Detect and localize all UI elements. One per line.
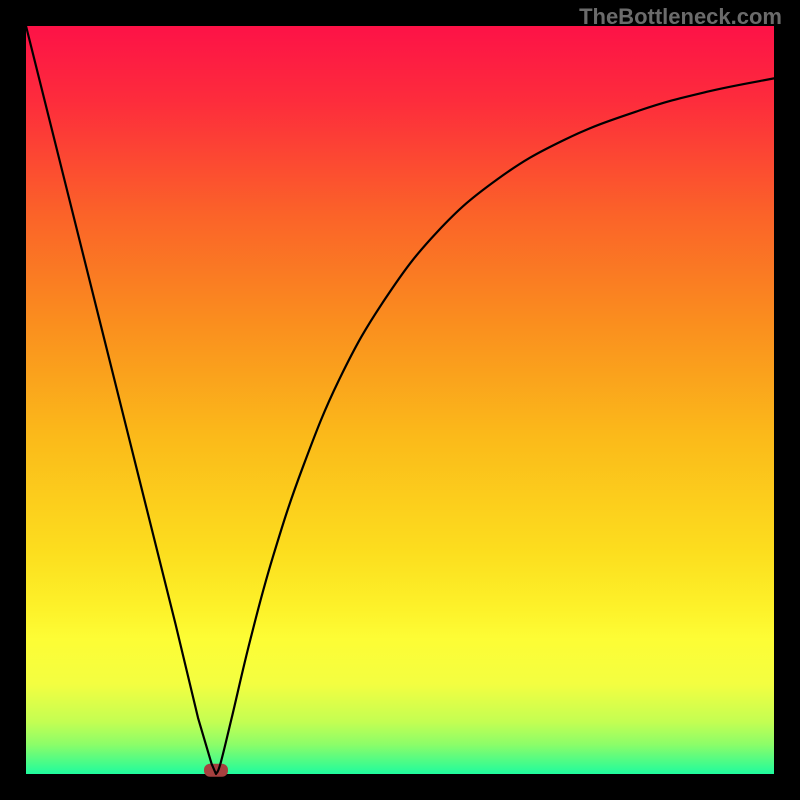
watermark-label: TheBottleneck.com (579, 4, 782, 30)
chart-container: TheBottleneck.com (0, 0, 800, 800)
bottleneck-curve (26, 26, 774, 774)
plot-area (26, 26, 774, 774)
bottleneck-curve-layer (26, 26, 774, 774)
